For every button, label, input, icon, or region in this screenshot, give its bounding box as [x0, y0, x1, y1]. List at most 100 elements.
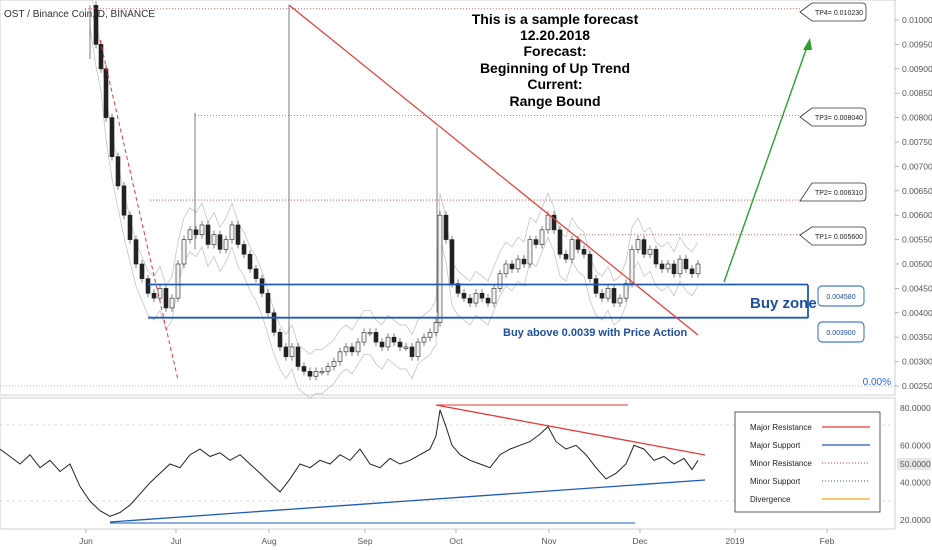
- osc-support-trendline: [109, 479, 706, 523]
- bollinger-bands: [89, 0, 699, 399]
- candle: [331, 361, 337, 367]
- tp1-callout[interactable]: TP1= 0.005600: [799, 226, 867, 246]
- candle: [659, 263, 665, 270]
- candle: [259, 278, 265, 294]
- candle: [515, 258, 521, 270]
- forecast-line-6: Range Bound: [510, 93, 601, 109]
- candle: [98, 44, 104, 70]
- osc-tick-label: 20.0000: [900, 515, 931, 525]
- candle: [385, 336, 391, 348]
- tp4-callout[interactable]: TP4= 0.010230: [799, 2, 867, 22]
- candle: [391, 336, 397, 343]
- time-axis-label: 2019: [726, 536, 745, 546]
- candle: [109, 117, 115, 157]
- candle: [581, 249, 587, 255]
- upper-band: [92, 0, 699, 355]
- candle: [229, 224, 235, 240]
- candle: [533, 239, 539, 245]
- time-axis-label: Nov: [541, 536, 557, 546]
- candle: [587, 253, 593, 279]
- time-axis-label: Feb: [820, 536, 835, 546]
- candle: [449, 239, 455, 284]
- time-axis: Jun Jul Aug Sep Oct Nov Dec 2019 Feb: [79, 529, 835, 546]
- candle: [605, 288, 611, 299]
- candle: [367, 332, 373, 335]
- candle: [479, 292, 485, 299]
- candle: [307, 371, 313, 377]
- candle: [139, 263, 145, 279]
- candle: [127, 214, 133, 240]
- osc-tick-label: 80.0000: [900, 403, 931, 413]
- candle: [235, 224, 241, 245]
- forecast-arrow-head: [803, 38, 812, 50]
- candle: [677, 258, 683, 275]
- candle: [313, 371, 319, 377]
- candle: [415, 341, 421, 358]
- candle: [397, 341, 403, 348]
- time-axis-label: Jul: [171, 536, 182, 546]
- legend: Major Resistance Major Support Minor Res…: [734, 411, 881, 513]
- candle: [617, 297, 623, 304]
- lower-band: [89, 27, 699, 399]
- candle: [539, 229, 545, 245]
- osc-tick-label: 60.0000: [900, 440, 931, 450]
- candle: [575, 239, 581, 250]
- candle: [485, 297, 491, 304]
- candle: [461, 292, 467, 299]
- candle: [473, 292, 479, 304]
- candle: [629, 249, 635, 284]
- candle: [427, 332, 433, 338]
- candle: [557, 229, 563, 255]
- candle: [671, 263, 677, 275]
- candle: [319, 371, 325, 374]
- legend-label-major-support: Major Support: [750, 441, 801, 450]
- time-axis-label: Oct: [449, 536, 463, 546]
- candle: [337, 351, 343, 362]
- candle: [247, 253, 253, 270]
- price-pane[interactable]: [0, 0, 896, 396]
- candle: [211, 234, 217, 245]
- candle: [497, 273, 503, 289]
- candle: [551, 214, 557, 231]
- candle: [635, 239, 641, 250]
- candle: [145, 278, 151, 294]
- tp3-callout[interactable]: TP3= 0.008040: [799, 107, 867, 127]
- time-axis-label: Sep: [357, 536, 372, 546]
- candle: [593, 278, 599, 294]
- candle: [163, 288, 169, 309]
- candle: [253, 268, 259, 279]
- candle: [421, 336, 427, 343]
- tp2-callout[interactable]: TP2= 0.006310: [799, 182, 867, 202]
- tp1-label: TP1= 0.005600: [815, 234, 863, 241]
- lower-zone-callout[interactable]: [817, 321, 865, 343]
- candle: [403, 346, 409, 349]
- upper-zone-callout[interactable]: [817, 285, 865, 307]
- candle: [379, 341, 385, 348]
- candle: [355, 341, 361, 353]
- candle: [689, 268, 695, 275]
- candle: [205, 224, 211, 245]
- candle: [283, 346, 289, 358]
- candle: [545, 214, 551, 231]
- candle: [647, 249, 653, 255]
- candle: [491, 288, 497, 304]
- candle: [373, 332, 379, 343]
- candle: [151, 292, 157, 299]
- candle: [641, 239, 647, 255]
- candle: [199, 224, 205, 236]
- candle: [121, 185, 127, 216]
- time-axis-label: Jun: [79, 536, 93, 546]
- candle: [521, 258, 527, 265]
- lower-zone-label: 0.003900: [826, 330, 855, 337]
